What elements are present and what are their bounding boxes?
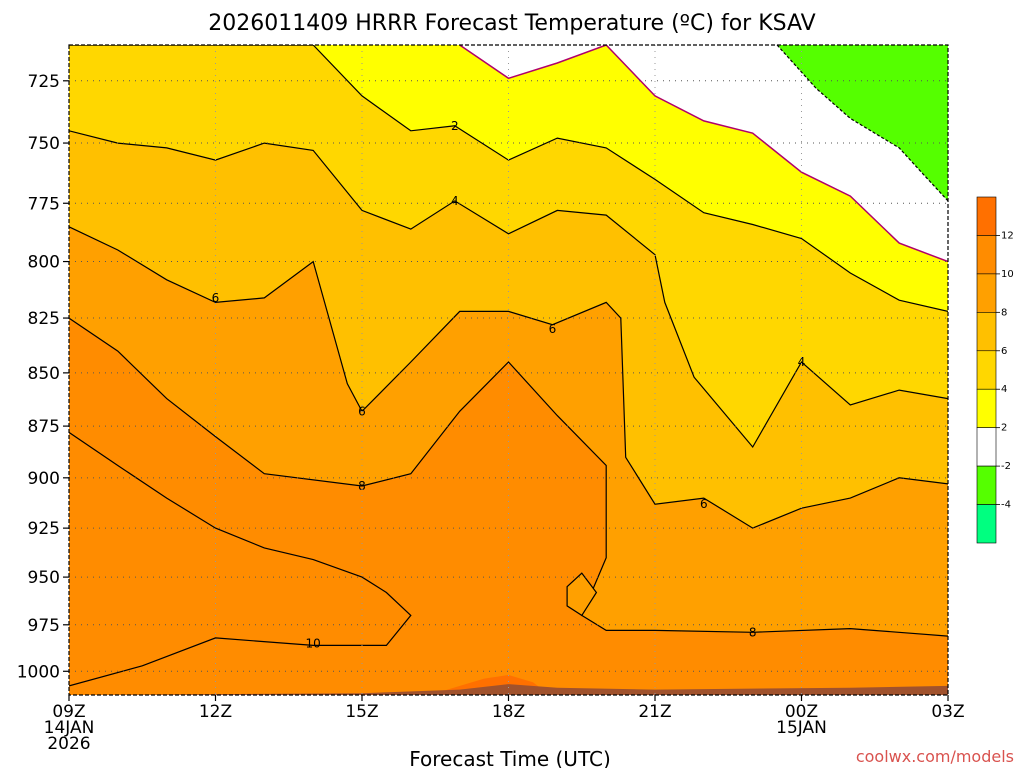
contour-line-4 <box>69 130 948 449</box>
y-tick-label-850: 850 <box>28 364 60 384</box>
contour-label-4: 4 <box>798 355 806 369</box>
contour-label-0: 2 <box>451 119 459 133</box>
credit-text: coolwx.com/models <box>856 747 1014 766</box>
y-tick-label-925: 925 <box>28 519 60 539</box>
colorbar-label--2: -2 <box>1001 461 1011 472</box>
x-tick-label-18-0: 03Z <box>931 702 964 722</box>
x-tick-label-3-0: 12Z <box>199 702 232 722</box>
colorbar-box-2 <box>976 273 997 313</box>
contour-line-2 <box>69 45 948 312</box>
contour-label-6: 8 <box>358 479 366 493</box>
x-tick-label-0-2: 2026 <box>47 734 90 754</box>
y-tick-label-950: 950 <box>28 568 60 588</box>
contour-line-minus2 <box>776 45 948 202</box>
band-minus2-2 <box>459 45 948 262</box>
contour-closed-8 <box>566 572 598 617</box>
y-tick-label-725: 725 <box>28 72 60 92</box>
colorbar-label-4: 4 <box>1001 384 1007 395</box>
x-axis-label: Forecast Time (UTC) <box>409 747 611 768</box>
y-tick-label-750: 750 <box>28 134 60 154</box>
colorbar-box-7 <box>976 465 997 505</box>
x-tick-label-15-1: 15JAN <box>776 718 827 738</box>
contour-line-6 <box>69 226 948 529</box>
contour-line-0 <box>459 45 948 263</box>
x-tick-label-0-1: 14JAN <box>44 718 95 738</box>
colorbar: -4 -2 2 4 6 8 10 12 <box>976 196 1014 544</box>
colorbar-box-5 <box>976 388 997 428</box>
contour-fill-group: 24664686108 <box>69 45 948 695</box>
colorbar-box-0 <box>976 196 997 236</box>
band-minus4-minus2 <box>777 45 948 201</box>
terrain-fill <box>69 684 948 695</box>
contour-line-10 <box>69 431 412 687</box>
y-tick-label-875: 875 <box>28 417 60 437</box>
x-tick-label-12-0: 21Z <box>638 702 671 722</box>
x-tick-label-0-0: 09Z <box>52 702 85 722</box>
colorbar-box-1 <box>976 235 997 275</box>
contour-label-3: 6 <box>549 322 557 336</box>
contour-label-1: 4 <box>451 194 459 208</box>
contour-line-8 <box>69 317 948 637</box>
colorbar-box-3 <box>976 312 997 352</box>
y-tick-label-775: 775 <box>28 194 60 214</box>
y-tick-label-1000: 1000 <box>17 662 60 682</box>
contour-label-9: 8 <box>749 625 757 639</box>
contour-label-7: 6 <box>700 497 708 511</box>
colorbar-label-8: 8 <box>1001 307 1007 318</box>
colorbar-label-10: 10 <box>1001 269 1014 280</box>
y-tick-label-825: 825 <box>28 309 60 329</box>
colorbar-label-2: 2 <box>1001 423 1007 434</box>
colorbar-box-8 <box>976 504 997 544</box>
colorbar-label--4: -4 <box>1001 500 1011 511</box>
y-tick-label-975: 975 <box>28 616 60 636</box>
plot-area: 24664686108 <box>69 45 948 695</box>
colorbar-box-4 <box>976 350 997 390</box>
colorbar-label-6: 6 <box>1001 346 1007 357</box>
x-tick-label-15-0: 00Z <box>785 702 818 722</box>
contour-label-8: 10 <box>306 637 321 651</box>
axes: 725 750 775 800 825 850 875 900 925 950 975 1000 09Z… <box>17 44 965 754</box>
colorbar-label-12: 12 <box>1001 230 1014 241</box>
y-tick-label-900: 900 <box>28 469 60 489</box>
chart-title: 2026011409 HRRR Forecast Temperature (ºC… <box>208 11 815 36</box>
x-tick-label-9-0: 18Z <box>492 702 525 722</box>
y-tick-label-800: 800 <box>28 253 60 273</box>
x-tick-label-6-0: 15Z <box>345 702 378 722</box>
colorbar-box-6 <box>976 427 997 467</box>
